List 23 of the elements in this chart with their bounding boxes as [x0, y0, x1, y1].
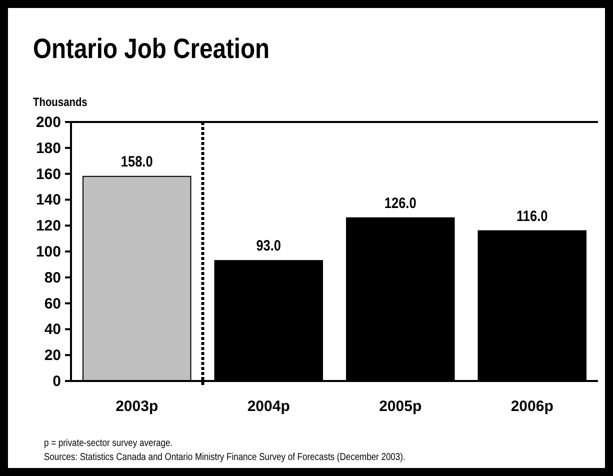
source-note: Sources: Statistics Canada and Ontario Ministry Finance Survey of Forecasts (December 2003). — [44, 451, 406, 462]
y-tick-label: 140 — [36, 192, 61, 209]
y-tick-label: 160 — [36, 166, 61, 183]
data-label: 158.0 — [120, 152, 154, 170]
x-tick-label: 2004p — [247, 398, 290, 415]
y-tick-label: 0 — [52, 373, 61, 390]
x-tick-label: 2005p — [379, 398, 422, 415]
data-label: 93.0 — [256, 236, 282, 254]
data-label: 116.0 — [516, 206, 548, 224]
y-tick-label: 180 — [36, 140, 61, 157]
y-tick-label: 120 — [36, 218, 61, 235]
data-label: 126.0 — [384, 194, 417, 212]
y-tick-label: 40 — [44, 321, 61, 338]
chart-title: Ontario Job Creation — [33, 32, 270, 64]
y-tick-label: 100 — [36, 244, 61, 260]
x-tick-label: 2003p — [116, 398, 158, 415]
y-tick-label: 60 — [44, 295, 61, 312]
y-tick-label: 20 — [44, 347, 61, 364]
y-axis-title: Thousands — [33, 96, 88, 110]
x-tick-label: 2006p — [510, 398, 554, 415]
text: p = private-sector survey average. — [44, 437, 173, 448]
y-tick-label: 200 — [36, 114, 61, 131]
y-tick-label: 80 — [44, 269, 61, 286]
